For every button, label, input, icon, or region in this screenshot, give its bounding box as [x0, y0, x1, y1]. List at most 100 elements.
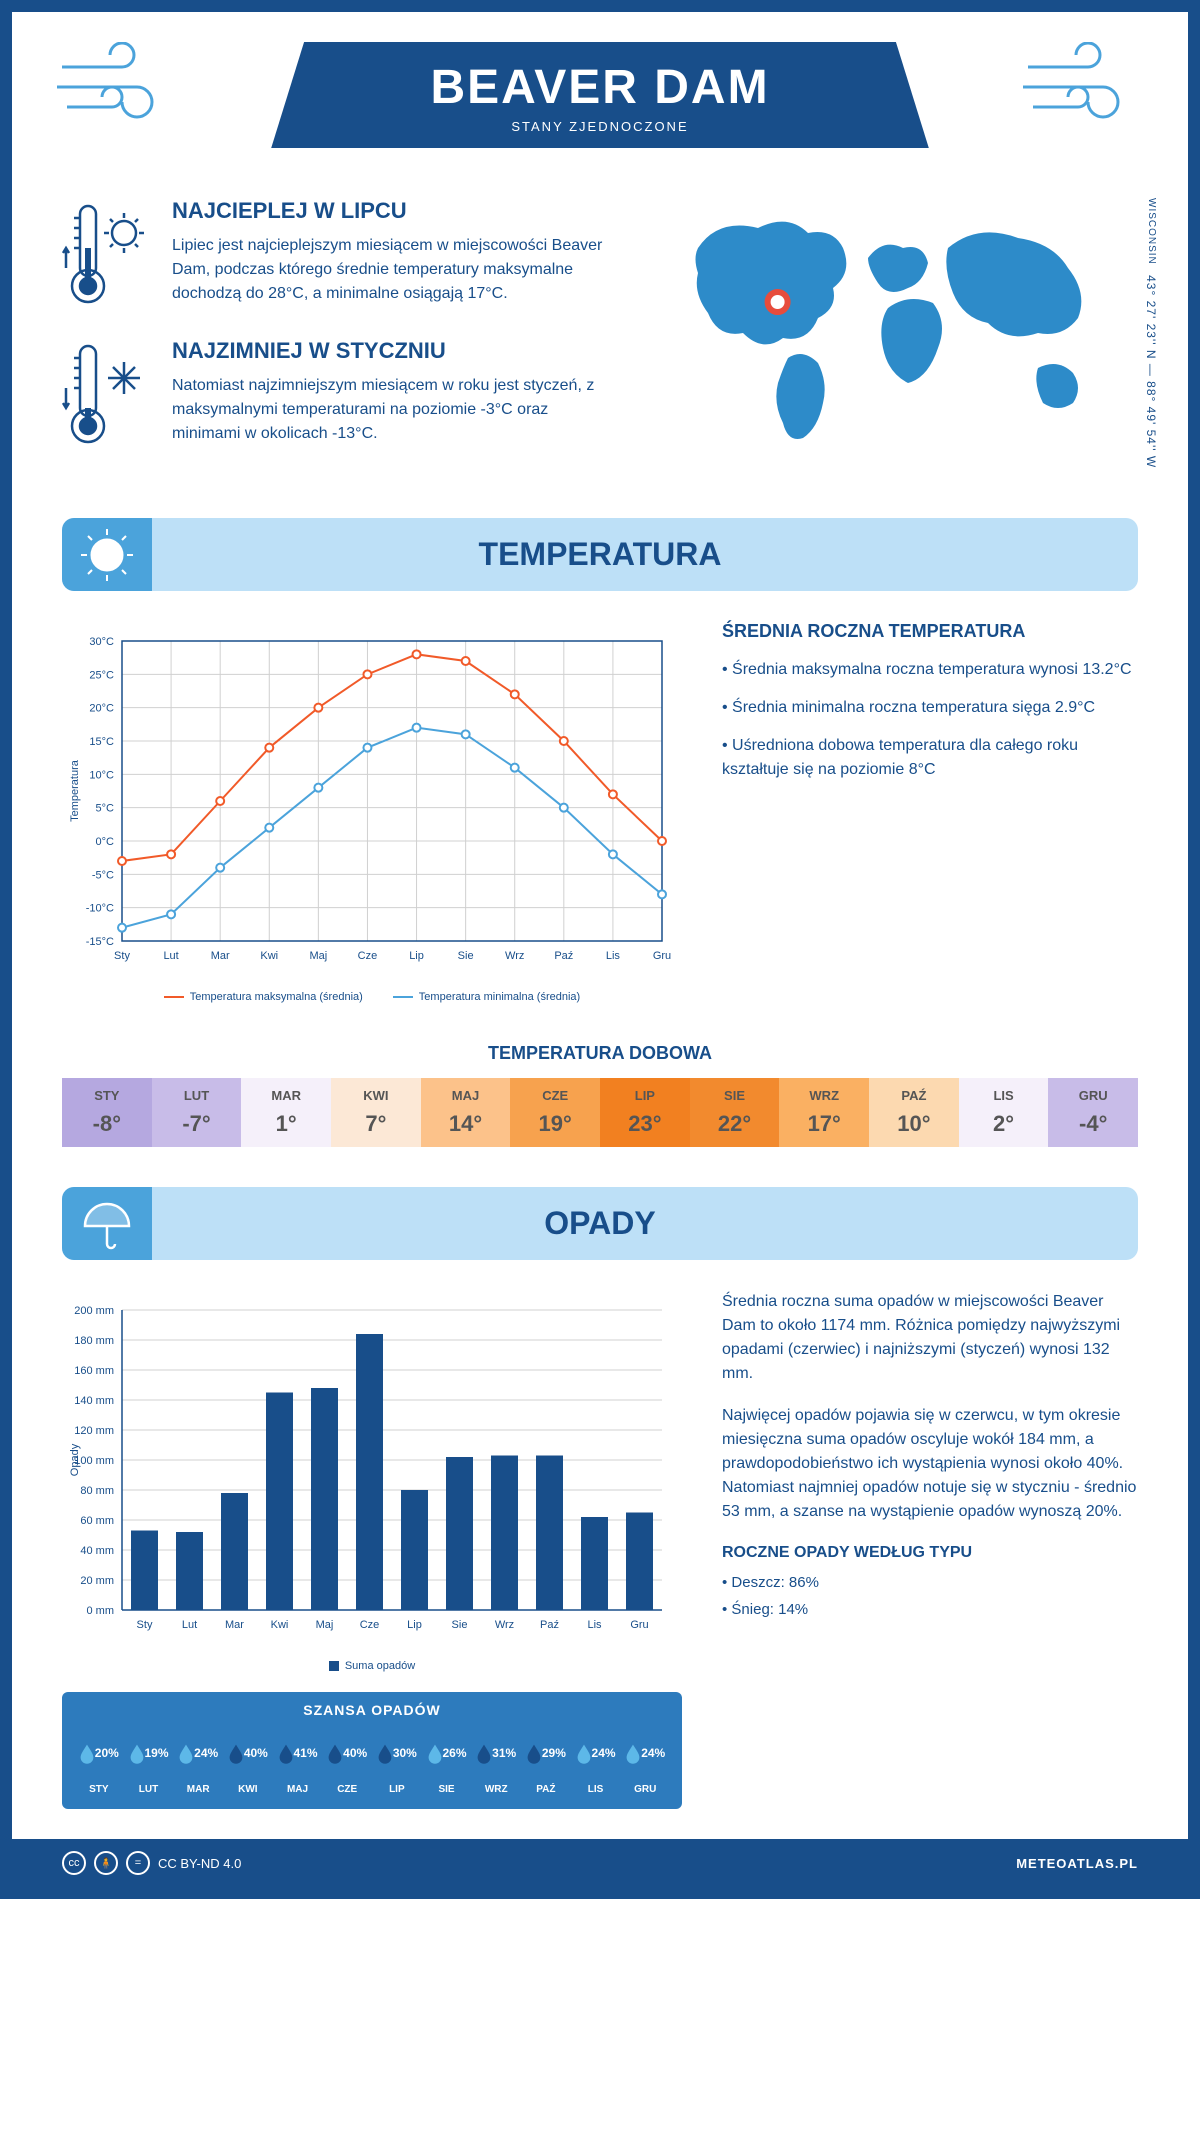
- precipitation-bar-chart: 0 mm20 mm40 mm60 mm80 mm100 mm120 mm140 …: [62, 1290, 682, 1809]
- svg-text:20°C: 20°C: [89, 703, 114, 715]
- svg-text:Opady: Opady: [69, 1443, 81, 1476]
- precipitation-info: Średnia roczna suma opadów w miejscowośc…: [722, 1290, 1138, 1809]
- temperature-title: TEMPERATURA: [479, 536, 722, 572]
- page-title: BEAVER DAM: [311, 60, 889, 115]
- title-banner: BEAVER DAM STANY ZJEDNOCZONE: [271, 42, 929, 148]
- daily-temp-cell: SIE22°: [690, 1078, 780, 1147]
- daily-temperature: TEMPERATURA DOBOWA STY-8°LUT-7°MAR1°KWI7…: [12, 1033, 1188, 1187]
- coldest-title: NAJZIMNIEJ W STYCZNIU: [172, 338, 618, 364]
- svg-text:Maj: Maj: [316, 1619, 334, 1631]
- svg-text:Wrz: Wrz: [505, 950, 524, 962]
- svg-text:Lip: Lip: [407, 1619, 422, 1631]
- svg-text:Lut: Lut: [182, 1619, 197, 1631]
- svg-text:25°C: 25°C: [89, 669, 114, 681]
- annual-temp-bullet: • Średnia minimalna roczna temperatura s…: [722, 696, 1138, 720]
- svg-text:80 mm: 80 mm: [80, 1485, 114, 1497]
- svg-text:15°C: 15°C: [89, 736, 114, 748]
- climate-facts: NAJCIEPLEJ W LIPCU Lipiec jest najcieple…: [62, 198, 618, 478]
- header: BEAVER DAM STANY ZJEDNOCZONE: [12, 12, 1188, 168]
- precip-paragraph: Średnia roczna suma opadów w miejscowośc…: [722, 1290, 1138, 1386]
- wind-icon-right: [1018, 42, 1148, 132]
- coordinates: WISCONSIN 43° 27' 23'' N — 88° 49' 54'' …: [1144, 198, 1158, 468]
- legend-item: Temperatura maksymalna (średnia): [164, 991, 363, 1003]
- chance-title: SZANSA OPADÓW: [76, 1702, 668, 1718]
- temperature-chart-section: -15°C-10°C-5°C0°C5°C10°C15°C20°C25°C30°C…: [12, 591, 1188, 1033]
- svg-text:Sty: Sty: [137, 1619, 153, 1631]
- svg-text:Kwi: Kwi: [260, 950, 278, 962]
- thermometer-cold-icon: [62, 338, 152, 448]
- annual-temp-bullet: • Średnia maksymalna roczna temperatura …: [722, 658, 1138, 682]
- daily-temp-cell: MAJ14°: [421, 1078, 511, 1147]
- license-text: CC BY-ND 4.0: [158, 1856, 241, 1871]
- daily-temp-cell: WRZ17°: [779, 1078, 869, 1147]
- chance-cell: 31%WRZ: [473, 1728, 519, 1795]
- daily-temp-cell: STY-8°: [62, 1078, 152, 1147]
- svg-text:160 mm: 160 mm: [74, 1365, 114, 1377]
- precip-type-item: • Śnieg: 14%: [722, 1599, 1138, 1622]
- precip-types-title: ROCZNE OPADY WEDŁUG TYPU: [722, 1544, 1138, 1562]
- region-label: WISCONSIN: [1146, 198, 1157, 265]
- daily-temp-cell: LIP23°: [600, 1078, 690, 1147]
- svg-text:30°C: 30°C: [89, 636, 114, 648]
- svg-text:Sie: Sie: [452, 1619, 468, 1631]
- precipitation-title: OPADY: [544, 1205, 655, 1241]
- chance-cell: 29%PAŹ: [523, 1728, 569, 1795]
- temperature-annual-info: ŚREDNIA ROCZNA TEMPERATURA • Średnia mak…: [722, 621, 1138, 1003]
- svg-text:0°C: 0°C: [96, 836, 115, 848]
- precipitation-types: ROCZNE OPADY WEDŁUG TYPU • Deszcz: 86% • …: [722, 1544, 1138, 1621]
- wind-icon-left: [52, 42, 182, 132]
- warmest-text: Lipiec jest najcieplejszym miesiącem w m…: [172, 234, 618, 306]
- chance-cell: 24%MAR: [175, 1728, 221, 1795]
- svg-text:60 mm: 60 mm: [80, 1515, 114, 1527]
- infographic-container: BEAVER DAM STANY ZJEDNOCZONE NAJCIEPLEJ …: [0, 0, 1200, 1899]
- temperature-line-chart: -15°C-10°C-5°C0°C5°C10°C15°C20°C25°C30°C…: [62, 621, 682, 1003]
- svg-text:180 mm: 180 mm: [74, 1335, 114, 1347]
- chance-cell: 19%LUT: [126, 1728, 172, 1795]
- license: cc 🧍 = CC BY-ND 4.0: [62, 1851, 241, 1875]
- thermometer-hot-icon: [62, 198, 152, 308]
- nd-icon: =: [126, 1851, 150, 1875]
- coords-value: 43° 27' 23'' N — 88° 49' 54'' W: [1144, 275, 1158, 468]
- daily-temp-cell: PAŹ10°: [869, 1078, 959, 1147]
- svg-text:120 mm: 120 mm: [74, 1425, 114, 1437]
- daily-temp-cell: CZE19°: [510, 1078, 600, 1147]
- daily-temp-cell: LUT-7°: [152, 1078, 242, 1147]
- chance-cell: 40%CZE: [324, 1728, 370, 1795]
- annual-temp-bullet: • Uśredniona dobowa temperatura dla całe…: [722, 734, 1138, 782]
- intro-section: NAJCIEPLEJ W LIPCU Lipiec jest najcieple…: [12, 168, 1188, 518]
- warmest-fact: NAJCIEPLEJ W LIPCU Lipiec jest najcieple…: [62, 198, 618, 308]
- coldest-fact: NAJZIMNIEJ W STYCZNIU Natomiast najzimni…: [62, 338, 618, 448]
- precipitation-chance: SZANSA OPADÓW 20%STY19%LUT24%MAR40%KWI41…: [62, 1692, 682, 1809]
- svg-text:Sie: Sie: [458, 950, 474, 962]
- precip-legend-label: Suma opadów: [345, 1660, 415, 1672]
- svg-text:Wrz: Wrz: [495, 1619, 514, 1631]
- precip-paragraph: Najwięcej opadów pojawia się w czerwcu, …: [722, 1404, 1138, 1524]
- sun-icon: [62, 518, 152, 591]
- svg-text:-10°C: -10°C: [86, 903, 114, 915]
- svg-text:Sty: Sty: [114, 950, 130, 962]
- svg-text:10°C: 10°C: [89, 769, 114, 781]
- svg-text:20 mm: 20 mm: [80, 1575, 114, 1587]
- chance-cell: 30%LIP: [374, 1728, 420, 1795]
- daily-temp-cell: GRU-4°: [1048, 1078, 1138, 1147]
- svg-text:Lut: Lut: [163, 950, 178, 962]
- svg-text:Maj: Maj: [309, 950, 327, 962]
- svg-text:Lis: Lis: [587, 1619, 602, 1631]
- precipitation-legend: Suma opadów: [62, 1660, 682, 1672]
- svg-text:Mar: Mar: [225, 1619, 244, 1631]
- precipitation-chart-section: 0 mm20 mm40 mm60 mm80 mm100 mm120 mm140 …: [12, 1260, 1188, 1839]
- coldest-text: Natomiast najzimniejszym miesiącem w rok…: [172, 374, 618, 446]
- svg-text:200 mm: 200 mm: [74, 1305, 114, 1317]
- chance-cell: 40%KWI: [225, 1728, 271, 1795]
- svg-text:40 mm: 40 mm: [80, 1545, 114, 1557]
- page-subtitle: STANY ZJEDNOCZONE: [311, 119, 889, 134]
- svg-text:Cze: Cze: [358, 950, 378, 962]
- svg-text:Paź: Paź: [540, 1619, 559, 1631]
- annual-temp-title: ŚREDNIA ROCZNA TEMPERATURA: [722, 621, 1138, 642]
- svg-text:0 mm: 0 mm: [87, 1605, 115, 1617]
- precip-type-item: • Deszcz: 86%: [722, 1572, 1138, 1595]
- daily-temp-cell: KWI7°: [331, 1078, 421, 1147]
- daily-temp-title: TEMPERATURA DOBOWA: [62, 1043, 1138, 1064]
- legend-item: Temperatura minimalna (średnia): [393, 991, 580, 1003]
- svg-text:Gru: Gru: [630, 1619, 648, 1631]
